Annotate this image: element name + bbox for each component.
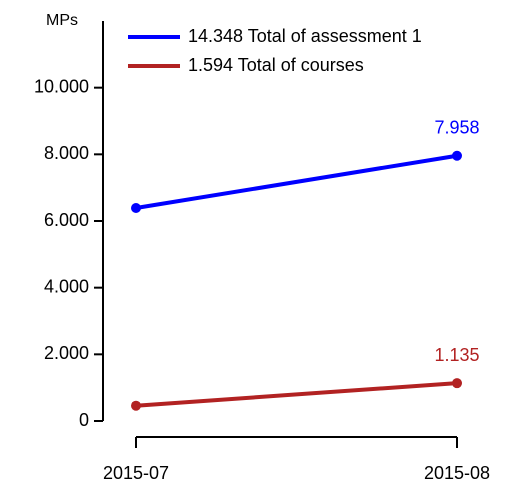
value-label: 1.135 <box>434 345 479 365</box>
y-tick-label: 8.000 <box>44 143 89 163</box>
legend-label: 14.348 Total of assessment 1 <box>188 26 422 46</box>
point <box>452 378 462 389</box>
y-tick-label: 10.000 <box>34 76 89 96</box>
y-tick-label: 2.000 <box>44 343 89 363</box>
x-tick-label: 2015-07 <box>103 463 169 483</box>
point <box>452 150 462 161</box>
x-tick-label: 2015-08 <box>424 463 490 483</box>
point <box>131 400 141 411</box>
point <box>131 203 141 213</box>
value-label: 7.958 <box>434 117 479 137</box>
y-tick-label: 4.000 <box>44 276 89 296</box>
legend-label: 1.594 Total of courses <box>188 55 364 75</box>
series-line <box>135 381 458 408</box>
y-axis-label: MPs <box>46 12 78 29</box>
series-line <box>135 153 458 210</box>
y-tick-label: 0 <box>79 410 89 430</box>
y-tick-label: 6.000 <box>44 210 89 230</box>
